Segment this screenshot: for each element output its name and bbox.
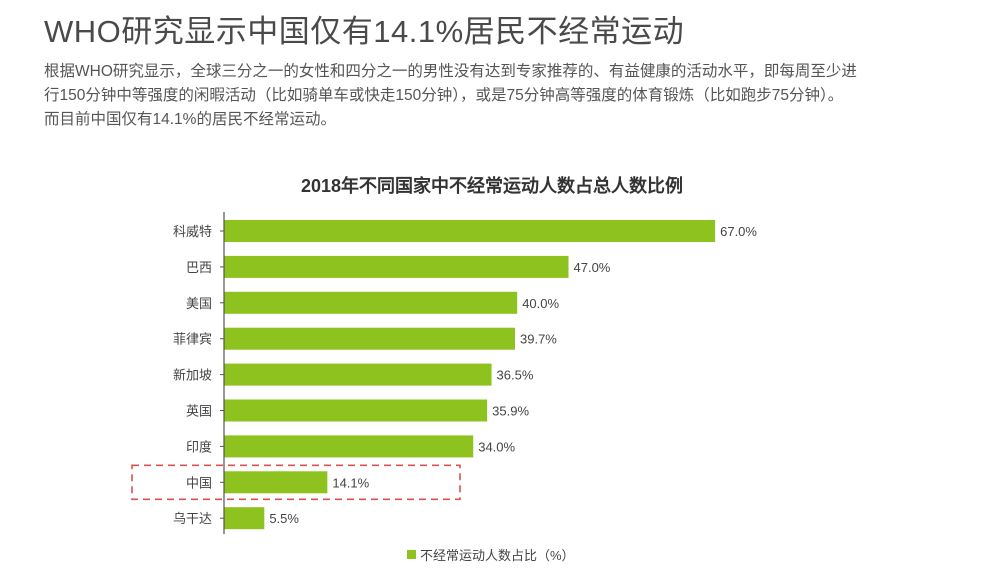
chart-title: 2018年不同国家中不经常运动人数占总人数比例	[300, 176, 684, 196]
value-label-4: 36.5%	[497, 368, 534, 383]
bar-5	[224, 399, 488, 422]
bar-0	[224, 220, 716, 242]
value-label-0: 67.0%	[720, 224, 757, 239]
category-label-7: 中国	[186, 475, 212, 490]
value-label-6: 34.0%	[478, 439, 515, 454]
value-label-2: 40.0%	[522, 296, 559, 311]
intro-paragraph: 根据WHO研究显示，全球三分之一的女性和四分之一的男性没有达到专家推荐的、有益健…	[44, 60, 964, 132]
category-label-5: 英国	[186, 404, 212, 419]
chart-legend: 不经常运动人数占比（%）	[407, 545, 575, 564]
category-label-0: 科威特	[173, 224, 212, 239]
bar-6	[224, 435, 474, 458]
category-label-4: 新加坡	[173, 368, 212, 383]
bar-1	[224, 255, 569, 278]
value-label-7: 14.1%	[332, 475, 369, 490]
value-label-3: 39.7%	[520, 332, 557, 347]
value-label-5: 35.9%	[492, 404, 529, 419]
legend-label: 不经常运动人数占比（%）	[420, 548, 575, 563]
intro-line-1: 根据WHO研究显示，全球三分之一的女性和四分之一的男性没有达到专家推荐的、有益健…	[44, 63, 857, 80]
category-label-8: 乌干达	[173, 511, 212, 526]
intro-line-2: 行150分钟中等强度的闲暇活动（比如骑单车或快走150分钟），或是75分钟高等强…	[44, 87, 844, 104]
value-label-8: 5.5%	[269, 511, 299, 526]
category-label-6: 印度	[186, 439, 212, 454]
page-title: WHO研究显示中国仅有14.1%居民不经常运动	[44, 14, 685, 49]
legend-swatch	[407, 550, 416, 559]
value-label-1: 47.0%	[574, 260, 611, 275]
bar-4	[224, 363, 492, 386]
category-label-3: 菲律宾	[173, 332, 212, 347]
bar-3	[224, 327, 516, 350]
bar-7	[224, 471, 328, 494]
bar-8	[224, 507, 265, 530]
intro-line-3: 而目前中国仅有14.1%的居民不经常运动。	[44, 111, 336, 128]
category-label-1: 巴西	[186, 260, 212, 275]
category-label-2: 美国	[186, 296, 212, 311]
bar-2	[224, 291, 518, 314]
